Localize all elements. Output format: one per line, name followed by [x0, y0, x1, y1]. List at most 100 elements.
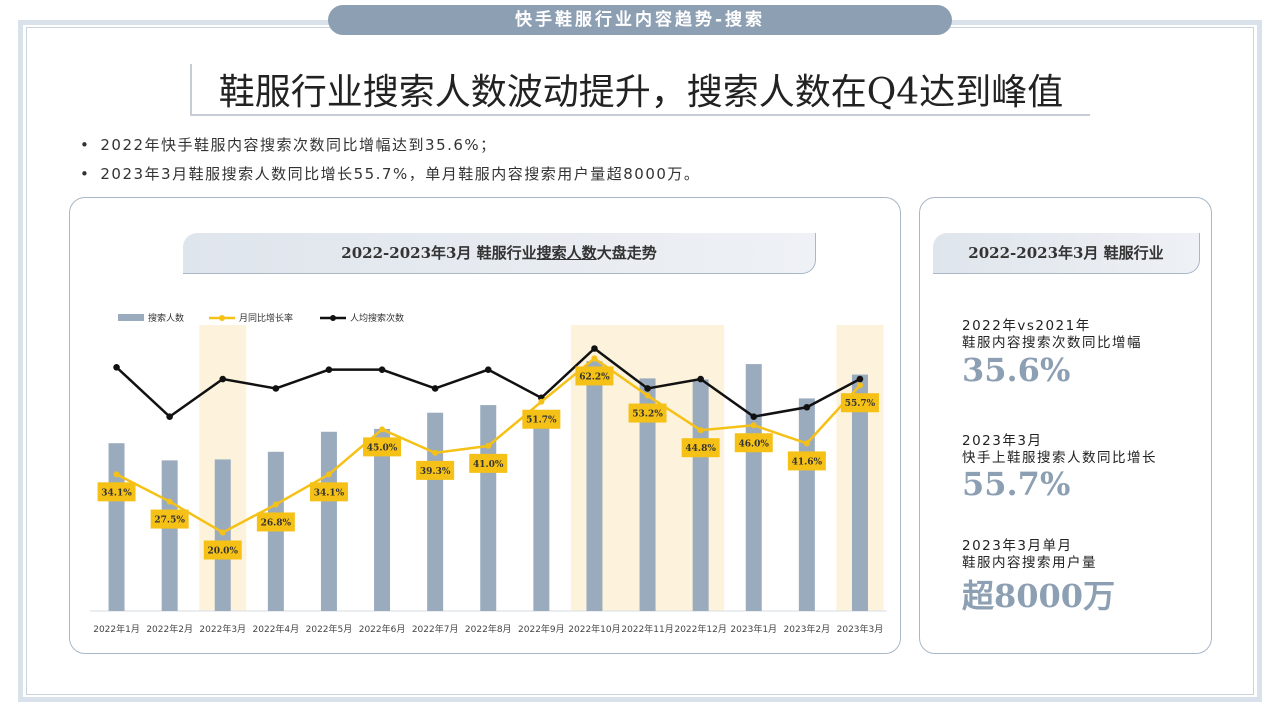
- headline-box: 鞋服行业搜索人数波动提升，搜索人数在Q4达到峰值: [190, 64, 1090, 116]
- stat-2-value: 55.7%: [962, 465, 1071, 503]
- data-label-box: [734, 433, 773, 453]
- legend-marker-avg: [330, 315, 336, 321]
- x-tick-label: 2022年2月: [146, 623, 193, 635]
- data-label-box: [363, 437, 402, 457]
- chart-title-underlined: 搜索人数: [536, 244, 597, 262]
- data-label-box: [840, 393, 879, 413]
- point-growth-rate: [856, 382, 863, 389]
- point-avg-searches: [644, 385, 651, 392]
- data-label: 45.0%: [367, 443, 398, 453]
- point-avg-searches: [431, 385, 439, 392]
- stat-2-line2: 快手上鞋服搜索人数同比增长: [962, 450, 1157, 466]
- x-tick-label: 2022年3月: [199, 623, 246, 635]
- bar-search-users: [480, 405, 497, 611]
- bar-search-users: [374, 428, 391, 611]
- point-avg-searches: [378, 366, 386, 373]
- data-label: 20.0%: [208, 547, 239, 557]
- stat-1-line1: 2022年vs2021年: [962, 318, 1091, 334]
- bar-search-users: [745, 364, 762, 611]
- data-label: 26.8%: [261, 518, 292, 528]
- legend-marker-rate: [219, 315, 225, 321]
- point-growth-rate: [113, 471, 120, 478]
- stat-3-line2: 鞋服内容搜索用户量: [962, 555, 1097, 571]
- point-avg-searches: [219, 375, 227, 383]
- data-label: 55.7%: [845, 399, 876, 409]
- bar-search-users: [427, 412, 444, 611]
- data-label: 46.0%: [739, 439, 770, 449]
- point-growth-rate: [219, 529, 226, 536]
- x-tick-label: 2022年6月: [359, 623, 406, 635]
- point-avg-searches: [697, 375, 704, 383]
- point-growth-rate: [325, 471, 332, 478]
- x-tick-label: 2022年5月: [306, 623, 353, 635]
- bar-search-users: [851, 374, 868, 611]
- bar-search-users: [692, 379, 709, 611]
- data-label-box: [522, 409, 561, 429]
- data-label: 34.1%: [101, 488, 132, 498]
- data-label: 51.7%: [526, 416, 557, 426]
- point-avg-searches: [325, 366, 333, 373]
- point-growth-rate: [644, 392, 651, 399]
- data-label-box: [469, 453, 508, 473]
- data-label: 27.5%: [154, 516, 185, 526]
- point-growth-rate: [750, 422, 757, 429]
- x-tick-label: 2022年10月: [568, 623, 620, 635]
- data-label-box: [256, 512, 295, 532]
- data-label-box: [787, 451, 826, 471]
- bullet-list: 2022年快手鞋服内容搜索次数同比增幅达到35.6%； 2023年3月鞋服搜索人…: [80, 133, 700, 191]
- chart-title-suffix: 大盘走势: [596, 244, 657, 262]
- section-banner: 快手鞋服行业内容趋势-搜索: [328, 5, 952, 35]
- bullet-item: 2023年3月鞋服搜索人数同比增长55.7%，单月鞋服内容搜索用户量超8000万…: [80, 162, 700, 191]
- legend-swatch-bars: [118, 314, 144, 321]
- data-label: 41.6%: [792, 457, 823, 467]
- point-growth-rate: [379, 426, 386, 433]
- point-avg-searches: [272, 385, 280, 392]
- bar-search-users: [161, 460, 178, 611]
- x-tick-label: 2022年12月: [674, 623, 726, 635]
- stat-3-line1: 2023年3月单月: [962, 538, 1073, 554]
- point-avg-searches: [803, 403, 811, 411]
- point-growth-rate: [432, 449, 439, 456]
- point-avg-searches: [113, 364, 120, 371]
- data-label-box: [309, 482, 348, 502]
- data-label-box: [681, 438, 720, 458]
- stat-2-line1: 2023年3月: [962, 433, 1043, 449]
- stat-3-value: 超8000万: [962, 577, 1116, 615]
- data-label: 41.0%: [473, 460, 504, 470]
- x-tick-label: 2022年9月: [518, 623, 565, 635]
- stat-1-label: 2022年vs2021年 鞋服内容搜索次数同比增幅: [962, 318, 1142, 352]
- x-tick-label: 2022年11月: [621, 623, 673, 635]
- x-tick-label: 2023年2月: [784, 623, 831, 635]
- point-avg-searches: [856, 375, 864, 383]
- point-avg-searches: [484, 366, 492, 373]
- bar-search-users: [639, 378, 656, 611]
- stat-3-label: 2023年3月单月 鞋服内容搜索用户量: [962, 538, 1097, 572]
- data-label-box: [628, 403, 667, 423]
- x-tick-label: 2022年1月: [93, 623, 140, 635]
- bar-search-users: [108, 443, 125, 611]
- data-label: 39.3%: [420, 467, 451, 477]
- stats-panel-title: 2022-2023年3月 鞋服行业: [933, 233, 1200, 274]
- data-label-box: [575, 366, 614, 386]
- legend-label: 搜索人数: [148, 312, 184, 324]
- stat-2-label: 2023年3月 快手上鞋服搜索人数同比增长: [962, 433, 1157, 467]
- data-label-box: [150, 509, 189, 529]
- point-avg-searches: [750, 413, 758, 420]
- page-headline: 鞋服行业搜索人数波动提升，搜索人数在Q4达到峰值: [218, 72, 1064, 113]
- data-label-box: [97, 482, 136, 502]
- bar-search-users: [586, 361, 603, 611]
- point-growth-rate: [697, 427, 704, 434]
- point-growth-rate: [166, 498, 173, 505]
- data-label: 34.1%: [314, 488, 345, 498]
- data-label-box: [203, 540, 242, 560]
- data-label: 53.2%: [632, 410, 663, 420]
- point-growth-rate: [803, 440, 810, 447]
- bullet-item: 2022年快手鞋服内容搜索次数同比增幅达到35.6%；: [80, 133, 700, 162]
- point-growth-rate: [272, 501, 279, 508]
- stat-1-line2: 鞋服内容搜索次数同比增幅: [962, 335, 1142, 351]
- point-growth-rate: [538, 398, 545, 405]
- point-growth-rate: [485, 442, 492, 449]
- legend-label: 月同比增长率: [239, 312, 293, 324]
- data-label-box: [416, 460, 455, 480]
